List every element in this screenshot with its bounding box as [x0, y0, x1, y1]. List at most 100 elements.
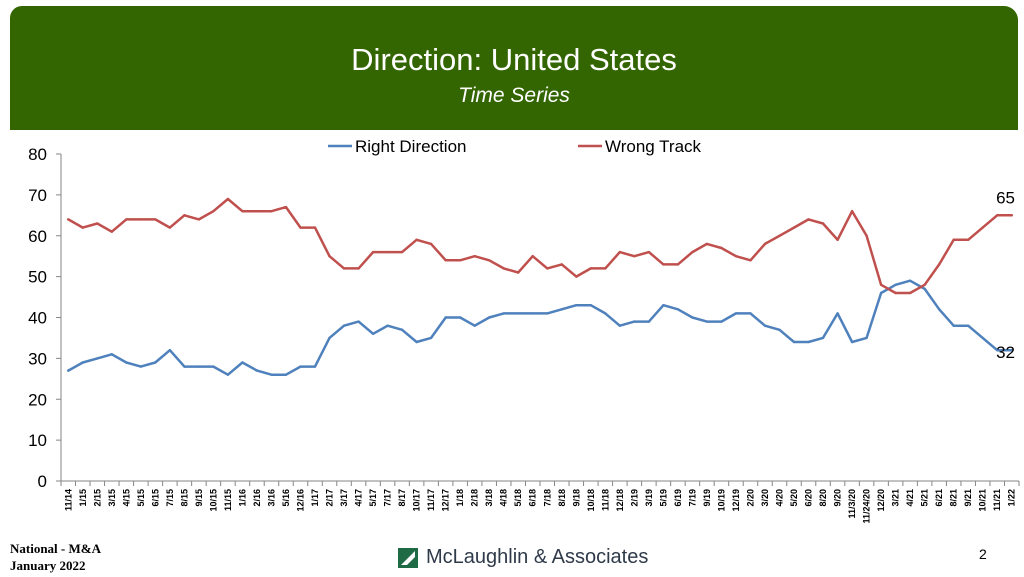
- x-tick-label: 11/21: [992, 489, 1002, 511]
- data-point-right-direction: [1010, 349, 1013, 352]
- x-tick-label: 1/16: [237, 489, 247, 507]
- x-tick-label: 3/20: [760, 489, 770, 507]
- data-point-wrong-track: [531, 255, 534, 258]
- data-point-right-direction: [357, 320, 360, 323]
- data-point-wrong-track: [168, 226, 172, 229]
- footer-line-1: National - M&A: [10, 541, 101, 556]
- x-tick-label: 10/17: [412, 489, 422, 512]
- series-line-wrong-track: [67, 197, 1013, 295]
- data-point-wrong-track: [517, 271, 520, 274]
- x-tick-label: 12/20: [876, 489, 886, 512]
- data-point-wrong-track: [894, 291, 897, 295]
- x-tick-label: 10/18: [586, 489, 596, 512]
- data-point-right-direction: [865, 336, 868, 340]
- data-point-wrong-track: [967, 238, 970, 241]
- data-point-right-direction: [589, 304, 592, 307]
- x-tick-label: 3/21: [891, 489, 901, 507]
- data-point-wrong-track: [981, 226, 984, 229]
- y-tick-label: 50: [28, 268, 47, 287]
- x-tick-label: 9/15: [194, 489, 204, 507]
- series-line-right-direction: [67, 279, 1013, 376]
- data-point-right-direction: [734, 312, 738, 315]
- end-label-wrong-track: 65: [996, 188, 1015, 207]
- data-point-right-direction: [502, 312, 505, 315]
- data-point-right-direction: [183, 365, 186, 368]
- page-number: 2: [979, 546, 987, 562]
- x-tick-label: 10/21: [978, 489, 988, 512]
- data-point-wrong-track: [488, 259, 491, 262]
- data-point-right-direction: [386, 324, 389, 327]
- data-point-right-direction: [488, 316, 491, 319]
- y-tick-label: 80: [28, 145, 47, 164]
- x-tick-label: 5/17: [368, 489, 378, 507]
- x-tick-label: 11/14: [63, 489, 73, 511]
- x-tick-label: 2/20: [745, 489, 755, 507]
- data-point-wrong-track: [473, 255, 476, 258]
- chart-legend: Right Direction Wrong Track: [328, 137, 702, 156]
- data-point-right-direction: [270, 373, 273, 376]
- data-point-right-direction: [81, 361, 85, 364]
- data-point-right-direction: [560, 308, 563, 311]
- x-tick-label: 8/17: [397, 489, 407, 507]
- x-tick-label: 8/18: [557, 489, 567, 507]
- data-point-wrong-track: [429, 242, 433, 246]
- data-point-wrong-track: [647, 250, 651, 254]
- data-point-right-direction: [952, 324, 955, 327]
- x-tick-label: 6/18: [528, 489, 538, 507]
- data-point-wrong-track: [313, 226, 317, 229]
- data-point-wrong-track: [212, 210, 215, 213]
- y-tick-label: 10: [28, 431, 47, 450]
- data-point-right-direction: [299, 365, 302, 368]
- data-point-wrong-track: [270, 210, 273, 213]
- footer-line-2: January 2022: [10, 558, 86, 573]
- data-point-right-direction: [226, 373, 230, 376]
- data-point-wrong-track: [720, 246, 723, 250]
- data-point-right-direction: [749, 312, 752, 315]
- data-point-right-direction: [284, 373, 288, 376]
- data-point-right-direction: [96, 357, 99, 360]
- data-point-right-direction: [459, 316, 462, 319]
- page-subtitle: Time Series: [458, 84, 570, 107]
- data-point-right-direction: [821, 336, 825, 340]
- data-point-right-direction: [894, 283, 897, 286]
- data-point-wrong-track: [96, 222, 99, 225]
- data-point-wrong-track: [923, 283, 926, 286]
- data-point-wrong-track: [81, 226, 85, 229]
- data-point-right-direction: [154, 361, 157, 364]
- x-tick-label: 4/18: [499, 489, 509, 507]
- x-tick-label: 2/18: [470, 489, 480, 507]
- data-point-right-direction: [342, 324, 346, 327]
- x-tick-label: 12/16: [296, 489, 306, 512]
- data-point-right-direction: [328, 336, 331, 340]
- data-point-wrong-track: [386, 250, 389, 254]
- data-point-wrong-track: [618, 250, 621, 254]
- data-point-wrong-track: [865, 234, 868, 237]
- x-tick-label: 12/18: [615, 489, 625, 512]
- data-point-right-direction: [139, 365, 142, 368]
- data-point-right-direction: [400, 328, 404, 331]
- data-point-right-direction: [473, 324, 476, 327]
- data-point-wrong-track: [952, 238, 955, 241]
- data-point-wrong-track: [749, 259, 752, 262]
- data-point-right-direction: [938, 308, 941, 311]
- x-tick-label: 10/15: [208, 489, 218, 512]
- x-tick-label: 4/20: [775, 489, 785, 507]
- data-point-right-direction: [676, 308, 680, 311]
- data-point-right-direction: [255, 369, 259, 372]
- x-tick-label: 11/15: [223, 489, 233, 511]
- x-tick-label: 6/19: [673, 489, 683, 507]
- data-point-wrong-track: [778, 234, 781, 237]
- legend-label-right-direction: Right Direction: [355, 137, 467, 156]
- x-tick-label: 1/22: [1007, 489, 1017, 507]
- y-tick-label: 20: [28, 390, 47, 409]
- data-point-wrong-track: [560, 263, 563, 266]
- x-tick-label: 7/17: [383, 489, 393, 507]
- x-tick-label: 11/18: [600, 489, 610, 511]
- x-tick-label: 4/17: [354, 489, 364, 507]
- x-tick-label: 5/16: [281, 489, 291, 507]
- y-tick-label: 70: [28, 186, 47, 205]
- x-tick-label: 9/19: [702, 489, 712, 507]
- x-tick-label: 5/15: [136, 489, 146, 507]
- data-point-wrong-track: [996, 214, 999, 217]
- data-point-right-direction: [168, 349, 172, 352]
